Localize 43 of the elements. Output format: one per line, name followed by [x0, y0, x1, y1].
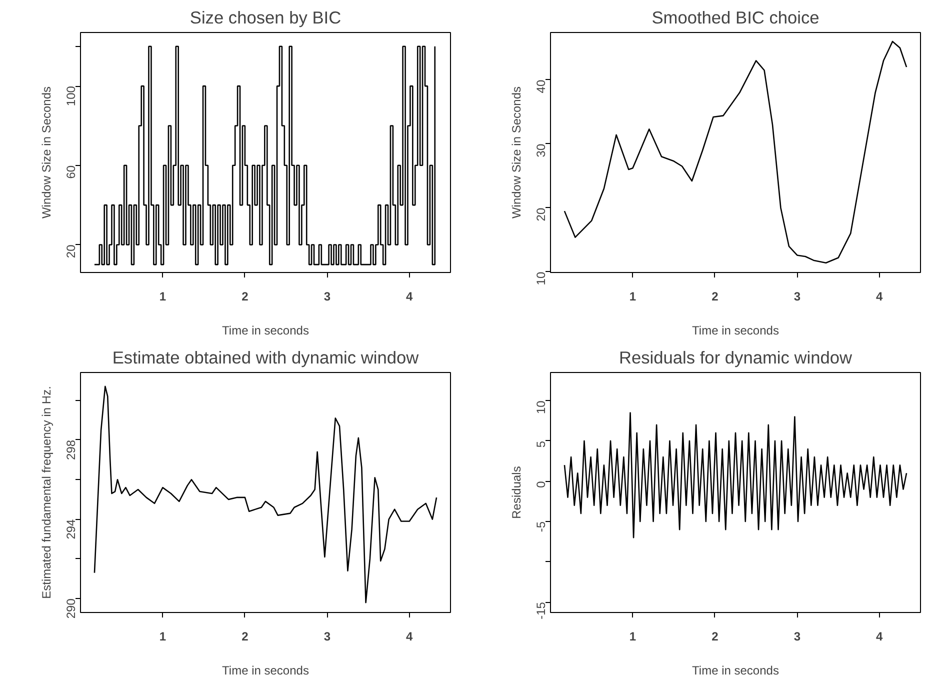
x-tick-label: 4: [406, 290, 414, 304]
x-tick-label: 2: [242, 630, 249, 644]
x-axis-title: Time in seconds: [222, 324, 309, 338]
x-tick-label: 3: [794, 630, 801, 644]
y-axis-title: Window Size in Seconds: [510, 86, 524, 219]
y-tick-label: 40: [534, 80, 548, 94]
x-axis-title: Time in seconds: [692, 324, 779, 338]
y-tick-label: 0: [534, 480, 548, 488]
x-tick-label: 3: [794, 290, 801, 304]
x-tick-label: 1: [629, 630, 636, 644]
chart-title: Residuals for dynamic window: [618, 348, 853, 368]
y-tick-label: 10: [534, 400, 548, 414]
x-tick-label: 1: [159, 630, 166, 644]
y-tick-label: 60: [64, 165, 78, 179]
y-tick-label: 298: [64, 440, 78, 460]
x-tick-label: 4: [876, 290, 884, 304]
y-tick-label: 10: [534, 272, 548, 286]
x-tick-label: 4: [406, 630, 414, 644]
chart-title: Smoothed BIC choice: [652, 8, 820, 28]
y-tick-label: 290: [64, 598, 78, 619]
x-tick-label: 2: [242, 290, 249, 304]
x-axis-title: Time in seconds: [692, 664, 779, 678]
chart-title: Size chosen by BIC: [190, 8, 342, 28]
y-tick-label: -15: [534, 602, 548, 620]
y-tick-label: -5: [534, 521, 548, 532]
x-tick-label: 1: [629, 290, 636, 304]
x-tick-label: 2: [712, 630, 719, 644]
x-axis-title: Time in seconds: [222, 664, 309, 678]
y-tick-label: 20: [64, 244, 78, 258]
x-tick-label: 3: [324, 630, 331, 644]
y-axis-title: Residuals: [510, 466, 524, 519]
y-tick-label: 20: [534, 208, 548, 222]
y-tick-label: 30: [534, 144, 548, 158]
y-tick-label: 100: [64, 86, 78, 106]
y-tick-label: 294: [64, 518, 78, 540]
x-tick-label: 2: [712, 290, 719, 304]
x-tick-label: 3: [324, 290, 331, 304]
x-tick-label: 4: [876, 630, 884, 644]
y-tick-label: 5: [534, 440, 548, 448]
y-axis-title: Window Size in Seconds: [40, 86, 54, 219]
y-axis-title: Estimated fundamental frequency in Hz.: [40, 386, 54, 599]
x-tick-label: 1: [159, 290, 166, 304]
chart-title: Estimate obtained with dynamic window: [112, 348, 420, 368]
